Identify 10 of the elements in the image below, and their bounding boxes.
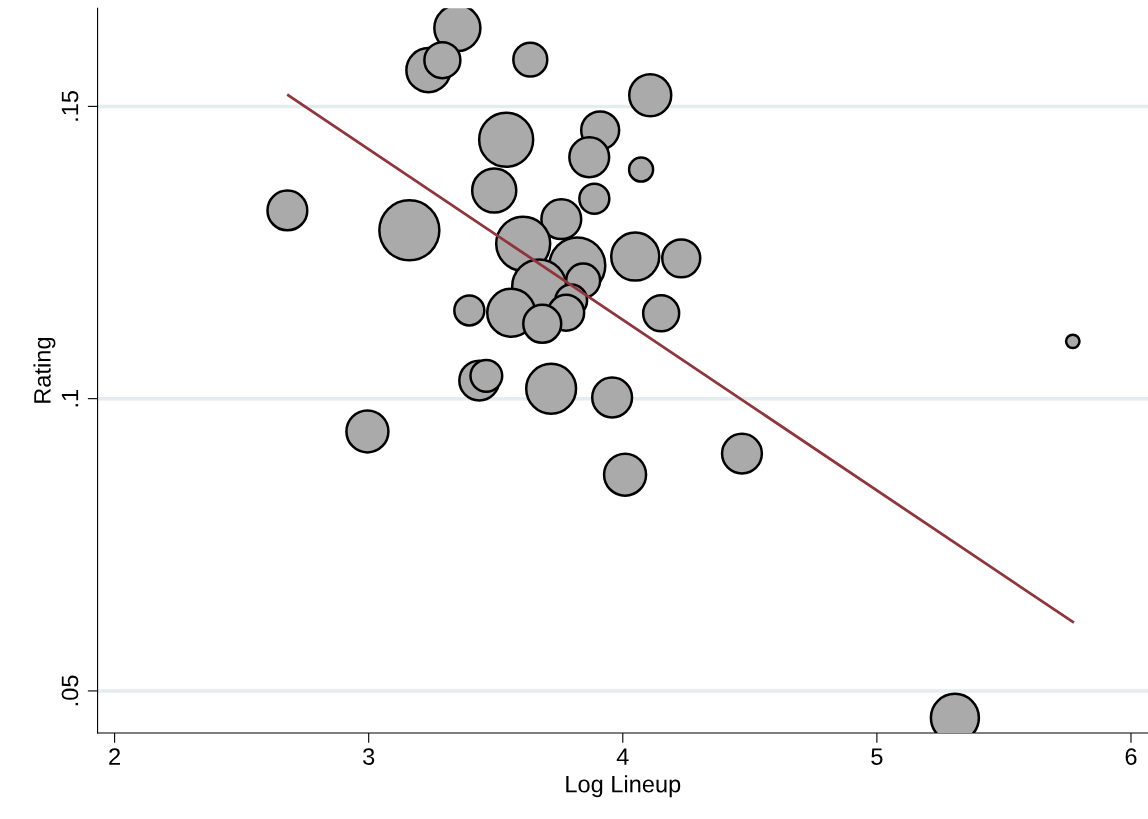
x-tick-label: 3: [363, 748, 375, 765]
x-tick-label: 4: [616, 748, 629, 765]
y-tick-label: .05: [61, 675, 79, 706]
y-tick-label: .15: [61, 90, 79, 121]
x-axis-title: Log Lineup: [566, 775, 681, 798]
x-tick-label: 5: [871, 748, 883, 765]
x-tick-label: 2: [109, 748, 120, 765]
y-axis-title: Rating: [33, 337, 56, 403]
y-tick-label: .1: [61, 389, 79, 407]
x-tick-label: 6: [1125, 748, 1137, 765]
